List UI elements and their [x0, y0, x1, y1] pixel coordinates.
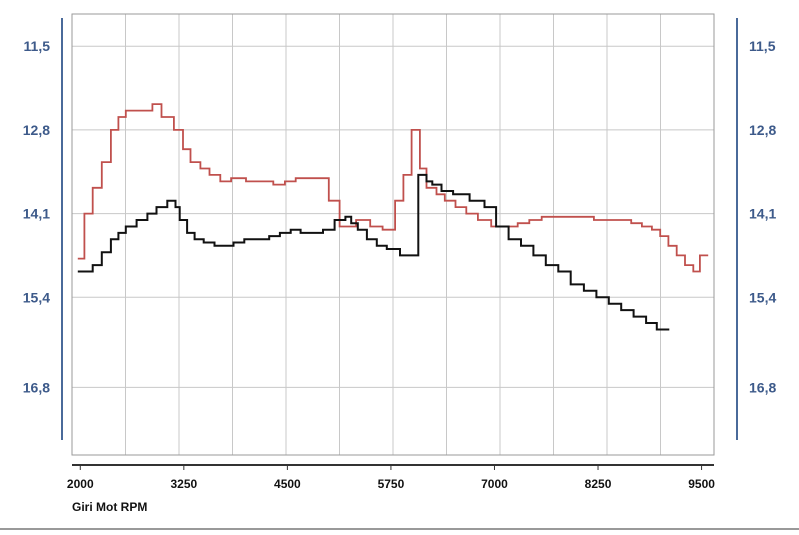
series-line-red — [77, 103, 709, 273]
y-tick-label-left: 16,8 — [23, 379, 50, 395]
y-tick-label-left: 15,4 — [23, 289, 50, 305]
grid — [72, 14, 714, 455]
x-tick-labels: 2000 3250 4500 5750 7000 8250 9500 — [67, 465, 715, 491]
y-tick-label-right: 12,8 — [749, 122, 776, 138]
y-tick-labels: 11,5 11,5 12,8 12,8 14,1 14,1 15,4 15,4 16,8 16,8 — [23, 38, 777, 395]
x-axis-label: Giri Mot RPM — [72, 500, 147, 514]
y-tick-label-right: 14,1 — [749, 206, 776, 222]
x-tick-label: 9500 — [688, 477, 715, 491]
plot-frame — [71, 13, 715, 456]
series-layer — [77, 103, 709, 331]
x-tick-label: 3250 — [170, 477, 197, 491]
y-tick-label-left: 11,5 — [24, 38, 51, 54]
x-tick-label: 4500 — [274, 477, 301, 491]
axes — [0, 18, 799, 530]
x-tick-label: 2000 — [67, 477, 94, 491]
series-line-black — [77, 173, 670, 331]
y-tick-label-left: 12,8 — [23, 122, 50, 138]
plot-border — [71, 13, 715, 456]
y-tick-label-left: 14,1 — [23, 206, 50, 222]
y-tick-label-right: 16,8 — [749, 379, 776, 395]
x-tick-label: 8250 — [585, 477, 612, 491]
x-tick-label: 7000 — [481, 477, 508, 491]
x-tick-label: 5750 — [378, 477, 405, 491]
y-tick-label-right: 11,5 — [749, 38, 776, 54]
y-tick-label-right: 15,4 — [749, 289, 776, 305]
